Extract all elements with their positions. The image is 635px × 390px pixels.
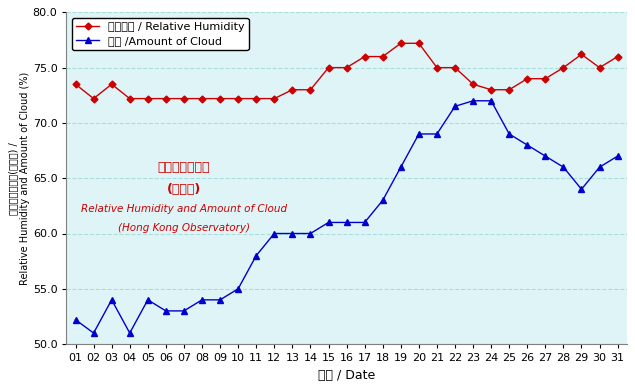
相對濕度 / Relative Humidity [271, 96, 278, 101]
相對濕度 / Relative Humidity [108, 82, 116, 87]
Line: 雲量 /Amount of Cloud: 雲量 /Amount of Cloud [72, 98, 621, 336]
雲量 /Amount of Cloud [469, 98, 477, 103]
相對濕度 / Relative Humidity [307, 87, 314, 92]
雲量 /Amount of Cloud [397, 165, 404, 170]
雲量 /Amount of Cloud [343, 220, 351, 225]
相對濕度 / Relative Humidity [361, 54, 368, 59]
相對濕度 / Relative Humidity [505, 87, 513, 92]
雲量 /Amount of Cloud [288, 231, 296, 236]
相對濕度 / Relative Humidity [596, 65, 603, 70]
雲量 /Amount of Cloud [559, 165, 567, 170]
相對濕度 / Relative Humidity [217, 96, 224, 101]
雲量 /Amount of Cloud [72, 317, 79, 322]
雲量 /Amount of Cloud [253, 253, 260, 258]
相對濕度 / Relative Humidity [162, 96, 170, 101]
相對濕度 / Relative Humidity [180, 96, 188, 101]
相對濕度 / Relative Humidity [324, 65, 332, 70]
相對濕度 / Relative Humidity [379, 54, 387, 59]
雲量 /Amount of Cloud [144, 298, 152, 302]
相對濕度 / Relative Humidity [559, 65, 567, 70]
雲量 /Amount of Cloud [487, 98, 495, 103]
相對濕度 / Relative Humidity [72, 82, 79, 87]
相對濕度 / Relative Humidity [578, 52, 585, 57]
相對濕度 / Relative Humidity [487, 87, 495, 92]
Legend: 相對濕度 / Relative Humidity, 雲量 /Amount of Cloud: 相對濕度 / Relative Humidity, 雲量 /Amount of … [72, 18, 249, 50]
雲量 /Amount of Cloud [198, 298, 206, 302]
雲量 /Amount of Cloud [451, 104, 459, 109]
相對濕度 / Relative Humidity [126, 96, 133, 101]
雲量 /Amount of Cloud [542, 154, 549, 158]
雲量 /Amount of Cloud [523, 143, 531, 147]
X-axis label: 日期 / Date: 日期 / Date [318, 369, 375, 382]
相對濕度 / Relative Humidity [614, 54, 622, 59]
相對濕度 / Relative Humidity [451, 65, 459, 70]
雲量 /Amount of Cloud [361, 220, 368, 225]
Line: 相對濕度 / Relative Humidity: 相對濕度 / Relative Humidity [73, 41, 620, 101]
雲量 /Amount of Cloud [324, 220, 332, 225]
雲量 /Amount of Cloud [271, 231, 278, 236]
Y-axis label: 相對濕度及雲量(百分比) /
Relative Humidity and Amount of Cloud (%): 相對濕度及雲量(百分比) / Relative Humidity and Amo… [8, 72, 30, 285]
雲量 /Amount of Cloud [90, 331, 97, 335]
Text: 相對濕度及雲量: 相對濕度及雲量 [157, 161, 210, 174]
相對濕度 / Relative Humidity [253, 96, 260, 101]
相對濕度 / Relative Humidity [90, 96, 97, 101]
相對濕度 / Relative Humidity [343, 65, 351, 70]
雲量 /Amount of Cloud [307, 231, 314, 236]
雲量 /Amount of Cloud [180, 308, 188, 313]
Text: Relative Humidity and Amount of Cloud: Relative Humidity and Amount of Cloud [81, 204, 287, 214]
雲量 /Amount of Cloud [234, 286, 242, 291]
相對濕度 / Relative Humidity [469, 82, 477, 87]
雲量 /Amount of Cloud [415, 132, 423, 136]
Text: (Hong Kong Observatory): (Hong Kong Observatory) [118, 223, 250, 233]
相對濕度 / Relative Humidity [523, 76, 531, 81]
雲量 /Amount of Cloud [596, 165, 603, 170]
相對濕度 / Relative Humidity [433, 65, 441, 70]
雲量 /Amount of Cloud [433, 132, 441, 136]
相對濕度 / Relative Humidity [198, 96, 206, 101]
雲量 /Amount of Cloud [578, 187, 585, 191]
相對濕度 / Relative Humidity [415, 41, 423, 46]
相對濕度 / Relative Humidity [144, 96, 152, 101]
雲量 /Amount of Cloud [614, 154, 622, 158]
雲量 /Amount of Cloud [379, 198, 387, 203]
相對濕度 / Relative Humidity [234, 96, 242, 101]
雲量 /Amount of Cloud [162, 308, 170, 313]
雲量 /Amount of Cloud [217, 298, 224, 302]
雲量 /Amount of Cloud [126, 331, 133, 335]
Text: (天文台): (天文台) [167, 183, 201, 196]
相對濕度 / Relative Humidity [288, 87, 296, 92]
雲量 /Amount of Cloud [505, 132, 513, 136]
相對濕度 / Relative Humidity [397, 41, 404, 46]
相對濕度 / Relative Humidity [542, 76, 549, 81]
雲量 /Amount of Cloud [108, 298, 116, 302]
